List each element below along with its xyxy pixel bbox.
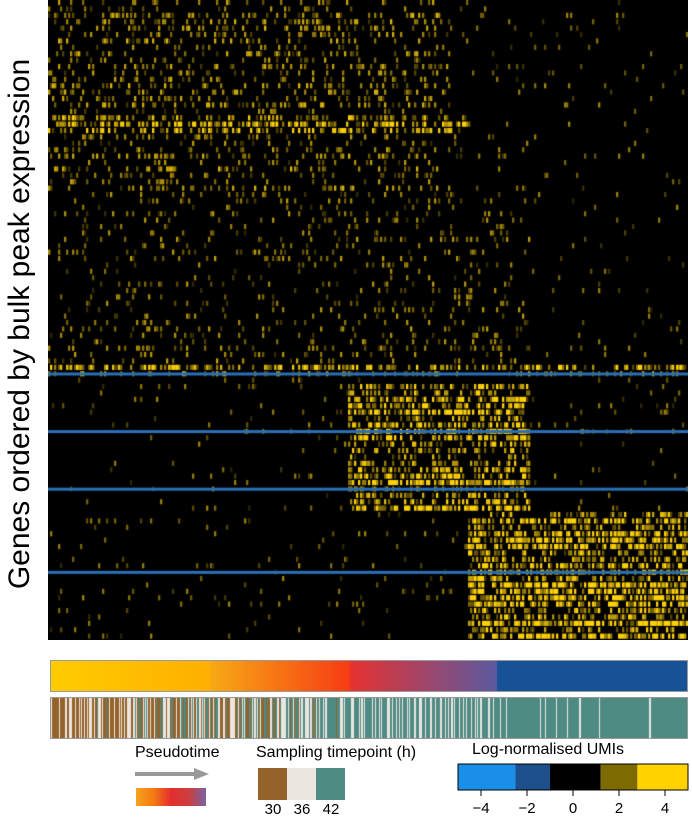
- umi-legend-title: Log-normalised UMIs: [472, 741, 625, 758]
- umi-band-0: [458, 764, 516, 790]
- umi-tick-label-4: 4: [661, 800, 669, 817]
- sampling-legend-title: Sampling timepoint (h): [256, 744, 417, 761]
- umi-tick-label-3: 2: [615, 800, 623, 817]
- pseudotime-annotation-bar: [50, 660, 688, 692]
- umi-band-4: [637, 764, 688, 790]
- expression-heatmap: [48, 0, 688, 640]
- sampling-label-36: 36: [293, 801, 311, 818]
- pseudotime-legend-title: Pseudotime: [135, 744, 220, 761]
- pseudotime-gradient-swatch: [136, 788, 206, 806]
- sampling-label-42: 42: [322, 801, 340, 818]
- sampling-label-30: 30: [264, 801, 282, 818]
- sampling-timepoint-annotation-bar: [50, 697, 688, 739]
- sampling-swatch-30: [258, 768, 287, 800]
- umi-band-3: [600, 764, 638, 790]
- y-axis-label: Genes ordered by bulk peak expression: [3, 58, 36, 590]
- umi-tick-label-0: −4: [472, 800, 489, 817]
- sampling-swatch-36: [287, 768, 316, 800]
- umi-color-scale: −4 −2 0 2 4: [457, 763, 689, 817]
- umi-tick-label-2: 0: [569, 800, 577, 817]
- umi-band-1: [515, 764, 550, 790]
- sampling-swatch-42: [316, 768, 345, 800]
- umi-tick-label-1: −2: [518, 800, 535, 817]
- umi-band-2: [550, 764, 601, 790]
- pseudotime-arrow-icon: [135, 768, 209, 780]
